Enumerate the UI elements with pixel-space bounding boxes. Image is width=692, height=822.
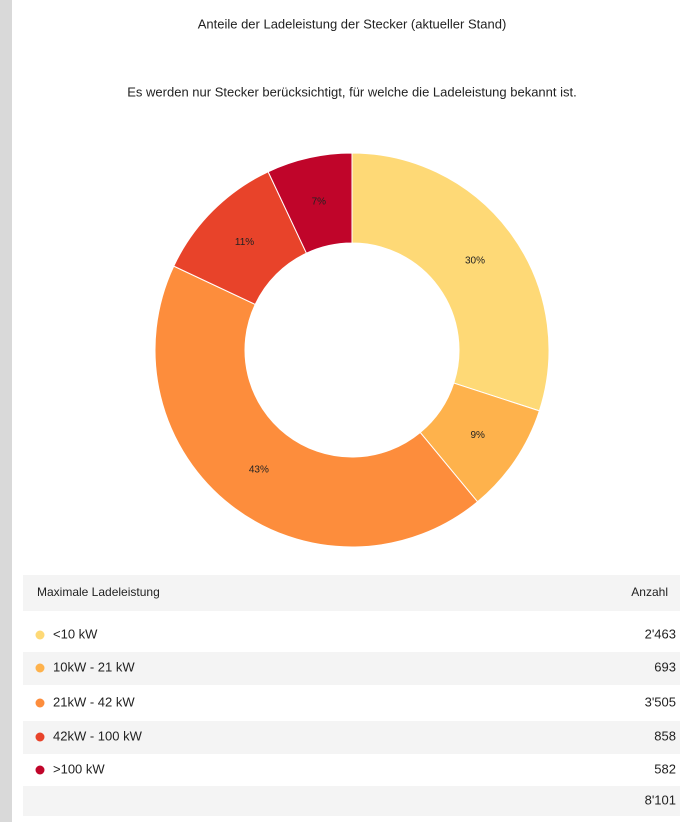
slice-label: 43% [249,465,269,476]
row-bg [23,721,680,754]
slice-label: 7% [312,196,327,207]
table-header: Anzahl [631,585,668,599]
row-label: >100 kW [53,761,105,776]
row-label: <10 kW [53,626,98,641]
total-bg [23,786,680,816]
legend-dot [35,732,45,742]
row-label: 21kW - 42 kW [53,694,135,709]
legend-dot [35,663,45,673]
slice [351,152,550,412]
slice [154,265,479,548]
slice [267,152,353,254]
table-header-bg [23,575,680,611]
total: 8'101 [645,792,676,807]
row-count: 3'505 [645,694,676,709]
slice-label: 9% [470,430,485,441]
row-count: 582 [654,761,676,776]
slice-label: 30% [465,255,485,266]
row-count: 693 [654,659,676,674]
legend-dot [35,630,45,640]
table-header: Maximale Ladeleistung [37,585,160,599]
row-count: 858 [654,728,676,743]
chart-title: Anteile der Ladeleistung der Stecker (ak… [198,16,507,31]
row-count: 2'463 [645,626,676,641]
chart-subtitle: Es werden nur Stecker berücksichtigt, fü… [127,84,576,99]
row-bg [23,652,680,685]
row-label: 42kW - 100 kW [53,728,143,743]
row-label: 10kW - 21 kW [53,659,135,674]
legend-dot [35,698,45,708]
legend-dot [35,765,45,775]
slice-label: 11% [235,237,254,248]
